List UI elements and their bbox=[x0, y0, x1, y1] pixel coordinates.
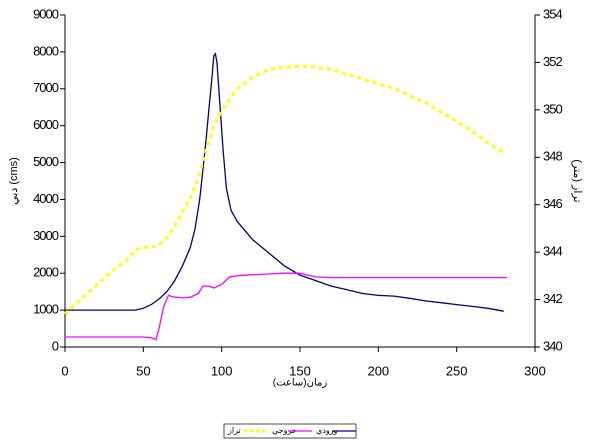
y2-tick-label: 344 bbox=[543, 244, 562, 259]
y2-tick-label: 352 bbox=[543, 54, 562, 69]
y-tick-label: 1000 bbox=[33, 302, 59, 317]
y-tick-label: 0 bbox=[52, 338, 59, 353]
y-tick-label: 3000 bbox=[33, 228, 59, 243]
x-tick-label: 50 bbox=[136, 363, 150, 378]
chart: زمان(ساعت) دبي (cms) تراز (متر) ترازخروج… bbox=[0, 0, 591, 440]
series-line bbox=[65, 273, 507, 339]
y2-tick-label: 346 bbox=[543, 196, 562, 211]
y2-tick-label: 340 bbox=[543, 338, 562, 353]
x-tick-label: 250 bbox=[446, 363, 468, 378]
y-tick-label: 4000 bbox=[33, 191, 59, 206]
y-tick-label: 9000 bbox=[33, 6, 59, 21]
y-tick-label: 6000 bbox=[33, 117, 59, 132]
y-tick-label: 7000 bbox=[33, 80, 59, 95]
series-line bbox=[65, 66, 504, 314]
y-tick-label: 5000 bbox=[33, 154, 59, 169]
y2-axis-label: تراز (متر) bbox=[571, 159, 583, 202]
x-tick-label: 0 bbox=[61, 363, 68, 378]
legend-label: تراز bbox=[227, 426, 241, 435]
x-axis-label: زمان(ساعت) bbox=[273, 378, 328, 389]
x-tick-label: 200 bbox=[367, 363, 389, 378]
x-tick-label: 150 bbox=[289, 363, 311, 378]
y-axis-label: دبي (cms) bbox=[8, 157, 20, 205]
y2-tick-label: 354 bbox=[543, 6, 562, 21]
y-tick-label: 2000 bbox=[33, 265, 59, 280]
y2-tick-label: 342 bbox=[543, 291, 562, 306]
y2-tick-label: 350 bbox=[543, 101, 562, 116]
x-tick-label: 300 bbox=[524, 363, 546, 378]
x-tick-label: 100 bbox=[211, 363, 233, 378]
y2-tick-label: 348 bbox=[543, 149, 562, 164]
y-tick-label: 8000 bbox=[33, 43, 59, 58]
